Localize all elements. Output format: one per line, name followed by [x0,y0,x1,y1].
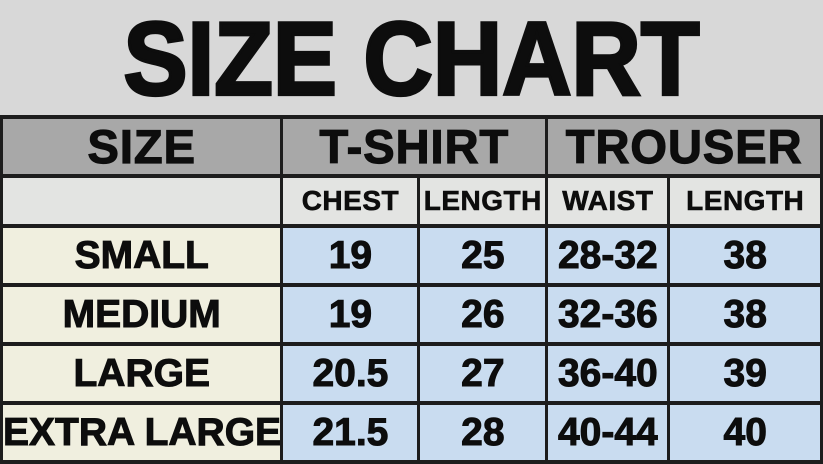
measurement-cell: 19 [280,224,421,287]
column-header-chest: CHEST [280,174,421,228]
measurement-cell: 25 [417,224,549,287]
column-header-empty [0,174,284,228]
measurement-cell: 28 [417,401,549,464]
measurement-cell: 39 [667,342,823,405]
measurement-cell: 40 [667,401,823,464]
table-row: MEDIUM 19 26 32-36 38 [0,283,823,346]
size-label-cell: LARGE [0,342,284,405]
column-group-header-trouser: TROUSER [545,115,823,178]
measurement-cell: 38 [667,224,823,287]
table-row: LARGE 20.5 27 36-40 39 [0,342,823,405]
measurement-cell: 19 [280,283,421,346]
page-title: SIZE CHART [122,1,701,117]
table-body: SMALL 19 25 28-32 38 MEDIUM 19 26 32-36 38 LARGE 20… [0,224,823,464]
table-row: SMALL 19 25 28-32 38 [0,224,823,287]
measurement-cell: 21.5 [280,401,421,464]
table-subheader-row: CHEST LENGTH WAIST LENGTH [0,174,823,228]
table-header-row: SIZE T-SHIRT TROUSER [0,115,823,178]
measurement-cell: 26 [417,283,549,346]
column-header-trouser-length: LENGTH [667,174,823,228]
size-chart-table: SIZE T-SHIRT TROUSER CHEST LENGTH WAIST … [0,115,823,464]
column-group-header-size: SIZE [0,115,284,178]
measurement-cell: 28-32 [545,224,671,287]
measurement-cell: 38 [667,283,823,346]
size-label-cell: SMALL [0,224,284,287]
title-bar: SIZE CHART [0,0,823,115]
measurement-cell: 32-36 [545,283,671,346]
measurement-cell: 27 [417,342,549,405]
column-group-header-tshirt: T-SHIRT [280,115,549,178]
size-label-cell: EXTRA LARGE [0,401,284,464]
measurement-cell: 20.5 [280,342,421,405]
column-header-tshirt-length: LENGTH [417,174,549,228]
table-row: EXTRA LARGE 21.5 28 40-44 40 [0,401,823,464]
measurement-cell: 36-40 [545,342,671,405]
measurement-cell: 40-44 [545,401,671,464]
column-header-waist: WAIST [545,174,671,228]
size-label-cell: MEDIUM [0,283,284,346]
size-chart-area: SIZE T-SHIRT TROUSER CHEST LENGTH WAIST … [0,115,823,464]
